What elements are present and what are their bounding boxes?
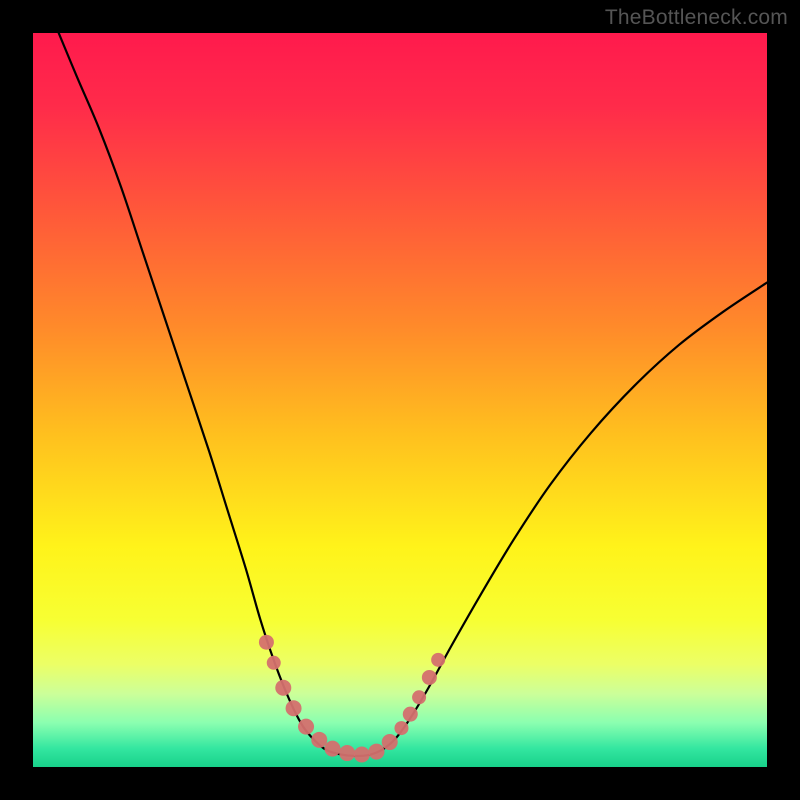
curve-marker [259, 635, 274, 650]
curve-marker [369, 744, 385, 760]
curve-marker [422, 670, 437, 685]
curve-marker [403, 707, 418, 722]
plot-area [33, 33, 767, 767]
curve-marker [286, 700, 302, 716]
chart-stage: TheBottleneck.com [0, 0, 800, 800]
watermark-text: TheBottleneck.com [605, 6, 788, 30]
curve-marker [354, 747, 370, 763]
curve-marker [275, 680, 291, 696]
curve-marker [339, 745, 355, 761]
curve-marker [394, 721, 408, 735]
curve-marker [324, 741, 340, 757]
chart-background [33, 33, 767, 767]
curve-marker [298, 719, 314, 735]
curve-marker [431, 653, 445, 667]
curve-marker [412, 690, 426, 704]
curve-marker [311, 732, 327, 748]
plot-svg [33, 33, 767, 767]
curve-marker [382, 734, 398, 750]
curve-marker [267, 656, 281, 670]
